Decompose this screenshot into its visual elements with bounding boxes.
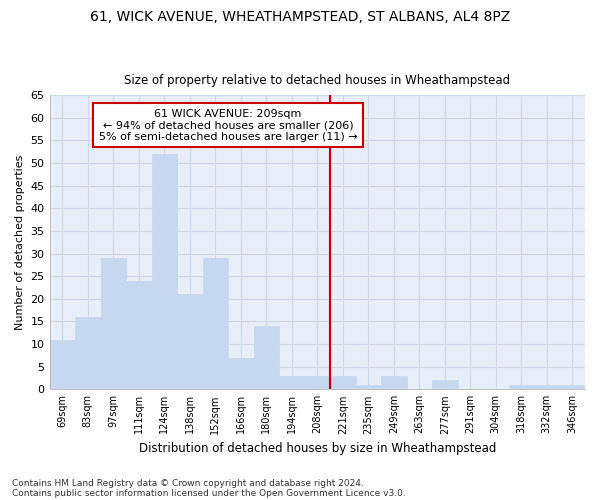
- Bar: [228, 358, 254, 390]
- Bar: [509, 385, 534, 390]
- Bar: [203, 258, 228, 390]
- Text: 61 WICK AVENUE: 209sqm
← 94% of detached houses are smaller (206)
5% of semi-det: 61 WICK AVENUE: 209sqm ← 94% of detached…: [99, 108, 358, 142]
- Bar: [50, 340, 75, 390]
- Bar: [560, 385, 585, 390]
- Y-axis label: Number of detached properties: Number of detached properties: [15, 154, 25, 330]
- Bar: [356, 385, 381, 390]
- Bar: [534, 385, 560, 390]
- Bar: [305, 376, 330, 390]
- Bar: [101, 258, 126, 390]
- X-axis label: Distribution of detached houses by size in Wheathampstead: Distribution of detached houses by size …: [139, 442, 496, 455]
- Bar: [177, 294, 203, 390]
- Bar: [254, 326, 279, 390]
- Bar: [381, 376, 407, 390]
- Bar: [330, 376, 356, 390]
- Text: Contains HM Land Registry data © Crown copyright and database right 2024.: Contains HM Land Registry data © Crown c…: [12, 478, 364, 488]
- Bar: [152, 154, 177, 390]
- Bar: [75, 317, 101, 390]
- Title: Size of property relative to detached houses in Wheathampstead: Size of property relative to detached ho…: [124, 74, 511, 87]
- Bar: [126, 280, 152, 390]
- Text: 61, WICK AVENUE, WHEATHAMPSTEAD, ST ALBANS, AL4 8PZ: 61, WICK AVENUE, WHEATHAMPSTEAD, ST ALBA…: [90, 10, 510, 24]
- Bar: [279, 376, 305, 390]
- Text: Contains public sector information licensed under the Open Government Licence v3: Contains public sector information licen…: [12, 488, 406, 498]
- Bar: [432, 380, 458, 390]
